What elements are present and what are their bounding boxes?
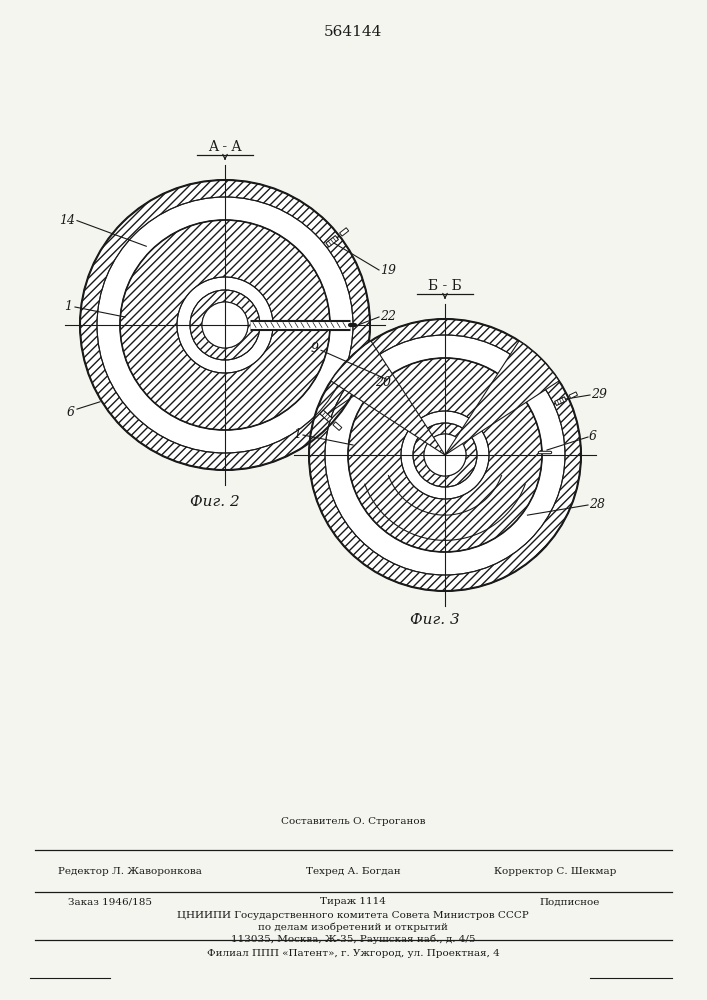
Wedge shape xyxy=(413,423,477,487)
Polygon shape xyxy=(326,236,339,247)
Text: Составитель О. Строганов: Составитель О. Строганов xyxy=(281,818,425,826)
Text: 14: 14 xyxy=(59,214,75,227)
Text: A - A: A - A xyxy=(209,140,242,154)
Circle shape xyxy=(202,302,248,348)
Wedge shape xyxy=(190,290,260,360)
Text: 564144: 564144 xyxy=(324,25,382,39)
Text: Филиал ППП «Патент», г. Ужгород, ул. Проектная, 4: Филиал ППП «Патент», г. Ужгород, ул. Про… xyxy=(206,950,499,958)
Text: 9: 9 xyxy=(311,342,319,355)
Wedge shape xyxy=(331,341,445,455)
Wedge shape xyxy=(97,197,353,453)
Text: ЦНИИПИ Государственного комитета Совета Министров СССР: ЦНИИПИ Государственного комитета Совета … xyxy=(177,910,529,920)
Wedge shape xyxy=(348,358,542,552)
Text: 28: 28 xyxy=(589,498,605,512)
Text: Редектор Л. Жаворонкова: Редектор Л. Жаворонкова xyxy=(58,866,202,876)
Wedge shape xyxy=(401,411,489,499)
Polygon shape xyxy=(554,397,566,405)
Text: Тираж 1114: Тираж 1114 xyxy=(320,898,386,906)
Text: 6: 6 xyxy=(67,406,75,418)
Wedge shape xyxy=(120,220,330,430)
Circle shape xyxy=(424,434,466,476)
Polygon shape xyxy=(569,392,578,398)
Polygon shape xyxy=(333,422,341,430)
Wedge shape xyxy=(80,180,370,470)
Text: Техред А. Богдан: Техред А. Богдан xyxy=(305,866,400,876)
Circle shape xyxy=(348,358,542,552)
Text: 1: 1 xyxy=(293,428,301,442)
Text: Фиг. 3: Фиг. 3 xyxy=(410,613,460,627)
Wedge shape xyxy=(325,335,565,575)
Text: Подписное: Подписное xyxy=(540,898,600,906)
Text: 6: 6 xyxy=(589,430,597,444)
Text: Заказ 1946/185: Заказ 1946/185 xyxy=(68,898,152,906)
Text: Б - Б: Б - Б xyxy=(428,279,462,293)
Text: 19: 19 xyxy=(380,263,396,276)
Wedge shape xyxy=(309,319,581,591)
Wedge shape xyxy=(177,277,273,373)
Text: 1: 1 xyxy=(64,300,72,314)
Text: Фиг. 2: Фиг. 2 xyxy=(190,495,240,509)
Text: 113035, Москва, Ж-35, Раушская наб., д. 4/5: 113035, Москва, Ж-35, Раушская наб., д. … xyxy=(230,934,475,944)
Text: 20: 20 xyxy=(375,376,391,389)
Wedge shape xyxy=(445,341,559,455)
Circle shape xyxy=(120,220,330,430)
Polygon shape xyxy=(320,410,332,422)
Polygon shape xyxy=(339,228,349,236)
Text: 29: 29 xyxy=(591,388,607,401)
Text: 22: 22 xyxy=(380,310,396,324)
Text: Корректор С. Шекмар: Корректор С. Шекмар xyxy=(493,866,617,876)
Text: по делам изобретений и открытий: по делам изобретений и открытий xyxy=(258,922,448,932)
